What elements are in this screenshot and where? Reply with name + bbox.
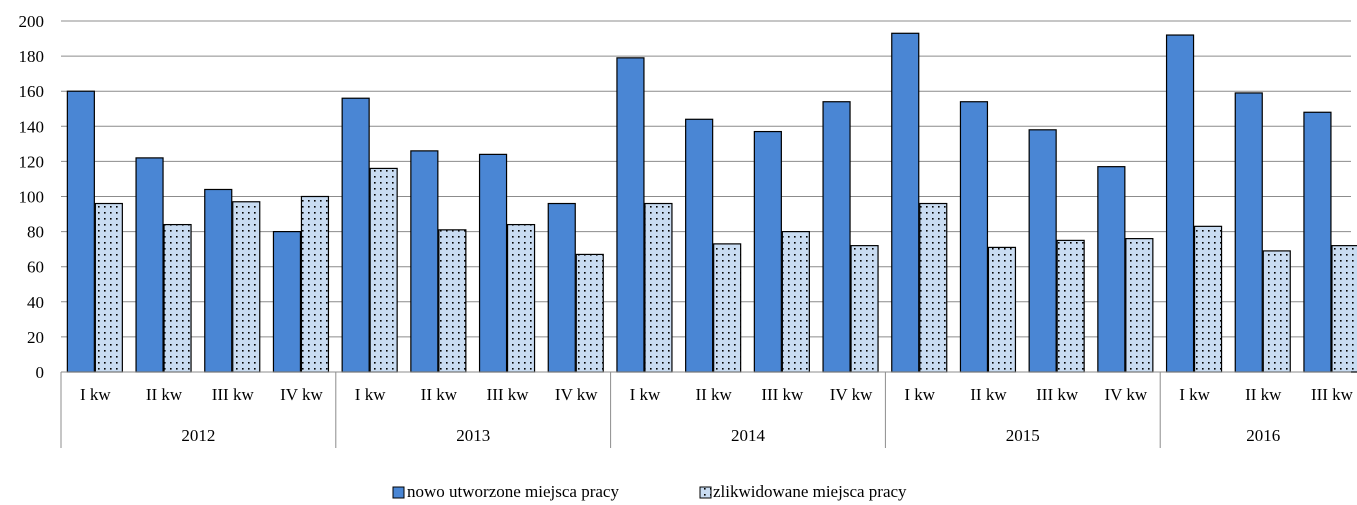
bar-zlikwidowane (713, 243, 742, 373)
bar-nowo-utworzone (204, 188, 233, 373)
x-axis-groups: 2012 2013 2014 2015 2016 (60, 372, 1280, 448)
bar-zlikwidowane (919, 202, 948, 373)
bar-zlikwidowane (94, 202, 123, 373)
y-axis-ticks: 0 20 40 60 80 100 120 140 160 180 200 (19, 12, 45, 382)
bar-nowo-utworzone (685, 118, 714, 373)
bar-nowo-utworzone (66, 90, 95, 373)
x-group-label: 2014 (731, 426, 766, 445)
bar-zlikwidowane (1125, 238, 1154, 373)
y-tick-label: 20 (27, 328, 44, 347)
x-tick-label: II kw (421, 385, 458, 404)
bar-zlikwidowane (163, 223, 192, 373)
bar-zlikwidowane (850, 245, 879, 373)
y-tick-label: 60 (27, 258, 44, 277)
x-tick-label: IV kw (830, 385, 873, 404)
x-tick-label: II kw (1245, 385, 1282, 404)
y-tick-label: 80 (27, 223, 44, 242)
x-tick-label: I kw (80, 385, 111, 404)
bar-nowo-utworzone (822, 101, 851, 373)
bar-zlikwidowane (1056, 239, 1085, 373)
x-tick-label: IV kw (280, 385, 323, 404)
bar-zlikwidowane (300, 195, 330, 373)
bar-nowo-utworzone (1303, 111, 1332, 373)
y-tick-label: 160 (19, 82, 45, 101)
y-tick-label: 120 (19, 152, 45, 171)
bar-nowo-utworzone (341, 97, 370, 373)
bar-nowo-utworzone (753, 130, 782, 373)
x-tick-label: III kw (487, 385, 530, 404)
x-group-label: 2012 (181, 426, 215, 445)
bar-zlikwidowane (644, 202, 673, 373)
x-tick-label: II kw (695, 385, 732, 404)
y-tick-label: 200 (19, 12, 45, 31)
y-tick-label: 140 (19, 117, 45, 136)
bar-zlikwidowane (1262, 250, 1291, 373)
bar-nowo-utworzone (410, 150, 439, 373)
x-tick-label: I kw (1179, 385, 1210, 404)
bar-zlikwidowane (987, 246, 1017, 373)
x-tick-label: I kw (904, 385, 935, 404)
x-tick-label: II kw (970, 385, 1007, 404)
bar-nowo-utworzone (959, 101, 989, 373)
y-tick-label: 180 (19, 47, 45, 66)
legend-label-series-1: nowo utworzone miejsca pracy (407, 482, 619, 501)
bar-nowo-utworzone (1165, 34, 1195, 373)
bars (66, 32, 1357, 373)
legend-label-series-2: zlikwidowane miejsca pracy (713, 482, 907, 501)
bar-zlikwidowane (506, 223, 536, 373)
x-group-label: 2016 (1246, 426, 1280, 445)
y-tick-label: 100 (19, 188, 45, 207)
y-tick-label: 40 (27, 293, 44, 312)
x-tick-label: I kw (630, 385, 661, 404)
x-tick-label: IV kw (1105, 385, 1148, 404)
legend: nowo utworzone miejsca pracy zlikwidowan… (392, 482, 907, 501)
bar-zlikwidowane (1331, 245, 1357, 373)
bar-nowo-utworzone (272, 231, 302, 373)
x-axis-ticks: I kw II kw III kw IV kw I kw II kw III kw IV kw… (80, 385, 1354, 404)
bar-zlikwidowane (232, 201, 261, 373)
bar-nowo-utworzone (616, 57, 645, 373)
bar-nowo-utworzone (891, 32, 920, 373)
legend-swatch-series-2 (699, 486, 712, 499)
bar-nowo-utworzone (135, 157, 164, 373)
x-tick-label: III kw (1036, 385, 1079, 404)
x-group-label: 2015 (1006, 426, 1040, 445)
y-tick-label: 0 (36, 363, 45, 382)
legend-swatch-series-1 (392, 486, 405, 499)
x-tick-label: I kw (355, 385, 386, 404)
x-group-label: 2013 (456, 426, 490, 445)
bar-zlikwidowane (438, 229, 467, 373)
bar-zlikwidowane (1193, 225, 1223, 373)
bar-zlikwidowane (781, 231, 810, 373)
x-tick-label: IV kw (555, 385, 598, 404)
x-tick-label: III kw (1311, 385, 1354, 404)
bar-nowo-utworzone (547, 202, 576, 373)
x-tick-label: III kw (212, 385, 255, 404)
bar-nowo-utworzone (1097, 166, 1126, 373)
bar-zlikwidowane (369, 167, 398, 373)
bar-zlikwidowane (575, 253, 604, 373)
bar-nowo-utworzone (1028, 129, 1057, 373)
x-tick-label: III kw (761, 385, 804, 404)
bar-nowo-utworzone (1234, 92, 1263, 373)
x-tick-label: II kw (146, 385, 183, 404)
bar-nowo-utworzone (478, 153, 508, 373)
